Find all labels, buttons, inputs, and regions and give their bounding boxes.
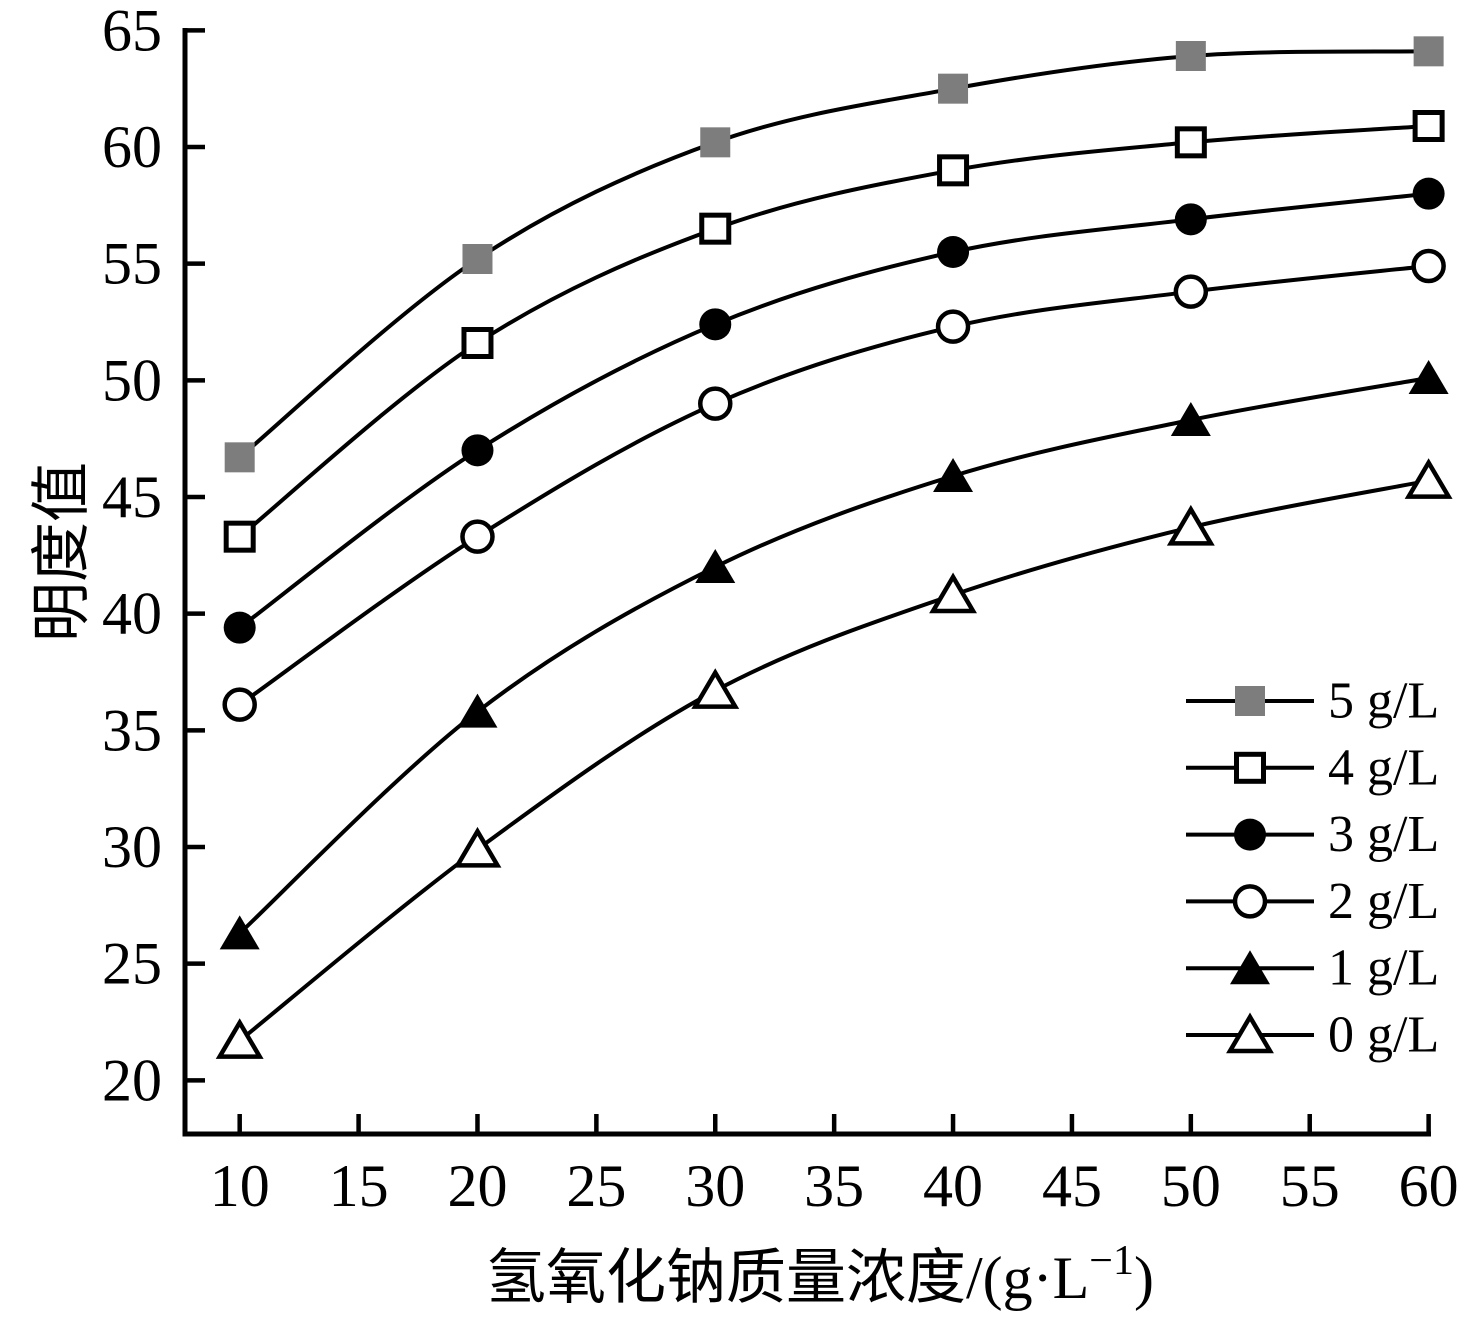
y-tick-label: 45: [102, 464, 162, 530]
square-open-marker-4-g-l: [699, 212, 732, 245]
y-axis-title: 明度值: [29, 462, 95, 642]
x-tick-label: 55: [1280, 1153, 1340, 1219]
series-1-g-l: [219, 360, 1449, 950]
triangle-filled-marker-1-g-l: [695, 549, 736, 583]
y-tick-label: 55: [102, 231, 162, 297]
triangle-filled-marker-1-g-l: [933, 458, 974, 492]
y-tick-label: 25: [102, 931, 162, 997]
legend-item-0-g-l: 0 g/L: [1186, 1007, 1439, 1064]
square-open-marker-4-g-l: [1234, 751, 1266, 784]
x-tick-label: 30: [685, 1153, 745, 1219]
circle-filled-marker-3-g-l: [1412, 177, 1445, 210]
circle-open-marker-2-g-l: [1411, 248, 1446, 284]
legend-item-3-g-l: 3 g/L: [1186, 806, 1439, 863]
legend-item-1-g-l: 1 g/L: [1186, 940, 1439, 997]
series-5-g-l: [224, 36, 1444, 473]
legend-label-5-g-l: 5 g/L: [1328, 673, 1439, 730]
square-open-marker-4-g-l: [461, 327, 494, 359]
square-open-marker-4-g-l: [1412, 110, 1445, 142]
square-filled-marker-5-g-l: [938, 73, 969, 104]
square-filled-marker-5-g-l: [1235, 686, 1265, 716]
series-line-4-g-l: [238, 124, 1429, 539]
y-tick-label: 60: [102, 114, 162, 180]
legend-label-1-g-l: 1 g/L: [1328, 940, 1439, 997]
plot-area: [215, 36, 1453, 1059]
square-filled-marker-5-g-l: [224, 442, 255, 473]
series-4-g-l: [223, 110, 1445, 553]
triangle-filled-marker-1-g-l: [219, 915, 260, 950]
y-tick-label: 65: [102, 0, 162, 63]
legend-label-0-g-l: 0 g/L: [1328, 1007, 1439, 1064]
circle-filled-marker-3-g-l: [937, 236, 970, 268]
circle-open-marker-2-g-l: [222, 687, 257, 722]
triangle-filled-marker-1-g-l: [457, 693, 498, 728]
series-0-g-l: [215, 458, 1453, 1059]
series-line-3-g-l: [238, 191, 1429, 630]
circle-open-marker-2-g-l: [1173, 274, 1209, 309]
triangle-open-marker-0-g-l: [1166, 504, 1215, 546]
circle-filled-marker-3-g-l: [223, 611, 256, 644]
y-tick-label: 30: [102, 814, 162, 880]
triangle-open-marker-0-g-l: [215, 1018, 264, 1059]
square-open-marker-4-g-l: [223, 520, 256, 553]
series-line-0-g-l: [238, 478, 1429, 1043]
x-tick-label: 35: [804, 1153, 864, 1219]
triangle-open-marker-0-g-l: [691, 668, 740, 709]
legend-label-2-g-l: 2 g/L: [1328, 873, 1439, 930]
x-tick-label: 50: [1161, 1153, 1221, 1219]
circle-open-marker-2-g-l: [1232, 884, 1268, 919]
triangle-filled-marker-1-g-l: [1170, 402, 1211, 436]
series-line-5-g-l: [238, 49, 1429, 459]
square-filled-marker-5-g-l: [1175, 41, 1206, 71]
triangle-filled-marker-1-g-l: [1408, 360, 1449, 394]
circle-filled-marker-3-g-l: [699, 308, 732, 341]
x-tick-label: 15: [329, 1153, 389, 1219]
x-tick-label: 45: [1042, 1153, 1102, 1219]
series-line-1-g-l: [238, 376, 1429, 935]
x-axis-title: 氢氧化钠质量浓度/(g·L−1): [486, 1238, 1154, 1311]
triangle-open-marker-0-g-l: [453, 826, 502, 868]
circle-open-marker-2-g-l: [698, 386, 733, 421]
square-filled-marker-5-g-l: [462, 244, 493, 274]
circle-open-marker-2-g-l: [460, 519, 495, 554]
circle-filled-marker-3-g-l: [1174, 203, 1207, 236]
triangle-filled-marker-1-g-l: [1230, 950, 1270, 985]
square-filled-marker-5-g-l: [1413, 36, 1444, 67]
circle-open-marker-2-g-l: [935, 309, 971, 344]
x-tick-label: 20: [447, 1153, 507, 1219]
series-3-g-l: [223, 177, 1445, 644]
circle-filled-marker-3-g-l: [461, 434, 494, 467]
axes: 20 25 30 35 40 45 50 55 60 65 10 15 20 25 30 35 40 45 50 55…: [102, 0, 1458, 1219]
y-tick-label: 50: [102, 347, 162, 413]
x-tick-label: 60: [1399, 1153, 1458, 1219]
legend-label-4-g-l: 4 g/L: [1328, 739, 1439, 796]
x-tick-label: 40: [923, 1153, 983, 1219]
square-filled-marker-5-g-l: [700, 127, 731, 158]
y-tick-label: 35: [102, 697, 162, 763]
square-open-marker-4-g-l: [1174, 126, 1207, 159]
y-tick-label: 20: [102, 1047, 162, 1113]
triangle-open-marker-0-g-l: [1404, 458, 1453, 499]
legend-item-4-g-l: 4 g/L: [1186, 739, 1439, 796]
legend: 5 g/L 4 g/L 3 g/L 2 g/L 1 g/L 0 g/L: [1186, 673, 1439, 1064]
circle-filled-marker-3-g-l: [1234, 818, 1266, 851]
legend-item-2-g-l: 2 g/L: [1186, 873, 1439, 930]
legend-item-5-g-l: 5 g/L: [1186, 673, 1439, 730]
square-open-marker-4-g-l: [937, 154, 970, 187]
triangle-open-marker-0-g-l: [1226, 1012, 1274, 1054]
x-tick-label: 10: [210, 1153, 270, 1219]
legend-label-3-g-l: 3 g/L: [1328, 806, 1439, 863]
y-tick-label: 40: [102, 581, 162, 647]
x-tick-label: 25: [566, 1153, 626, 1219]
series-2-g-l: [222, 248, 1446, 722]
series-line-2-g-l: [238, 264, 1429, 707]
triangle-open-marker-0-g-l: [929, 572, 977, 614]
